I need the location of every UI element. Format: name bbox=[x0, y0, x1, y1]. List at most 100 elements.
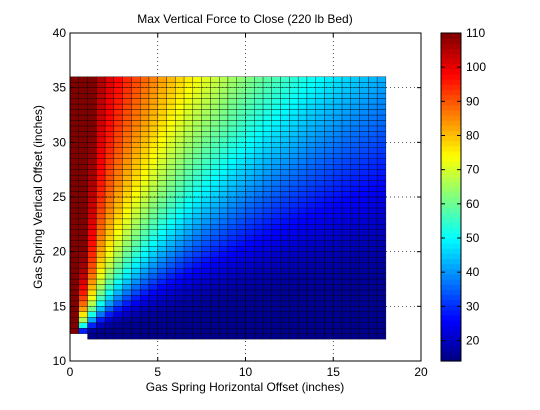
heatmap-cell bbox=[315, 174, 325, 181]
heatmap-cell bbox=[166, 333, 176, 340]
heatmap-cell bbox=[69, 328, 79, 334]
heatmap-cell bbox=[192, 256, 202, 263]
heatmap-cell bbox=[333, 333, 343, 340]
heatmap-cell bbox=[140, 300, 150, 307]
heatmap-cell bbox=[376, 158, 387, 165]
heatmap-cell bbox=[333, 246, 343, 252]
heatmap-cell bbox=[359, 158, 369, 165]
heatmap-cell bbox=[245, 180, 255, 187]
heatmap-cell bbox=[236, 317, 246, 323]
heatmap-cell bbox=[262, 235, 272, 241]
heatmap-cell bbox=[376, 147, 387, 154]
heatmap-cell bbox=[297, 76, 308, 83]
heatmap-cell bbox=[192, 147, 202, 154]
heatmap-cell bbox=[280, 82, 290, 88]
heatmap-cell bbox=[297, 284, 308, 291]
heatmap-cell bbox=[113, 235, 123, 241]
heatmap-cell bbox=[166, 169, 176, 176]
heatmap-cell bbox=[376, 235, 387, 241]
heatmap-cell bbox=[166, 300, 176, 307]
heatmap-cell bbox=[148, 229, 158, 236]
heatmap-cell bbox=[183, 311, 194, 318]
heatmap-cell bbox=[96, 158, 106, 165]
heatmap-cell bbox=[262, 317, 272, 323]
heatmap-cell bbox=[368, 82, 378, 88]
heatmap-cell bbox=[69, 300, 79, 307]
heatmap-cell bbox=[324, 256, 334, 263]
heatmap-cell bbox=[359, 169, 369, 176]
heatmap-cell bbox=[192, 202, 202, 209]
heatmap-cell bbox=[280, 306, 290, 312]
heatmap-cell bbox=[306, 174, 316, 181]
heatmap-cell bbox=[271, 174, 281, 181]
heatmap-cell bbox=[183, 218, 194, 225]
heatmap-cell bbox=[175, 262, 185, 269]
heatmap-cell bbox=[236, 251, 246, 258]
heatmap-cell bbox=[227, 153, 237, 159]
heatmap-cell bbox=[254, 229, 264, 236]
heatmap-cell bbox=[262, 114, 272, 121]
colorbar-band bbox=[441, 320, 461, 326]
heatmap-cell bbox=[376, 169, 387, 176]
heatmap-cell bbox=[140, 196, 150, 203]
heatmap-cell bbox=[131, 142, 141, 148]
heatmap-cell bbox=[201, 136, 211, 143]
heatmap-cell bbox=[166, 136, 176, 143]
heatmap-cell bbox=[368, 328, 378, 334]
heatmap-cell bbox=[341, 300, 351, 307]
heatmap-cell bbox=[289, 300, 299, 307]
heatmap-cell bbox=[87, 322, 97, 329]
heatmap-cell bbox=[157, 158, 167, 165]
heatmap-cell bbox=[271, 317, 281, 323]
heatmap-cell bbox=[113, 136, 123, 143]
heatmap-cell bbox=[262, 322, 272, 329]
heatmap-cell bbox=[87, 273, 97, 280]
heatmap-cell bbox=[341, 158, 351, 165]
heatmap-cell bbox=[166, 153, 176, 159]
heatmap-cell bbox=[289, 311, 299, 318]
heatmap-cell bbox=[148, 114, 158, 121]
heatmap-cell bbox=[324, 240, 334, 247]
heatmap-cell bbox=[333, 322, 343, 329]
heatmap-cell bbox=[324, 246, 334, 252]
colorbar-band bbox=[441, 258, 461, 265]
heatmap-cell bbox=[201, 142, 211, 148]
heatmap-cell bbox=[289, 185, 299, 192]
heatmap-cell bbox=[289, 164, 299, 170]
heatmap-cell bbox=[350, 246, 360, 252]
heatmap-cell bbox=[140, 224, 150, 230]
heatmap-cell bbox=[350, 120, 360, 127]
heatmap-cell bbox=[236, 185, 246, 192]
heatmap-cell bbox=[359, 295, 369, 302]
heatmap-cell bbox=[166, 284, 176, 291]
heatmap-cell bbox=[201, 333, 211, 340]
heatmap-cell bbox=[87, 174, 97, 181]
heatmap-cell bbox=[201, 114, 211, 121]
heatmap-cell bbox=[359, 278, 369, 285]
heatmap-cell bbox=[324, 278, 334, 285]
heatmap-cell bbox=[148, 317, 158, 323]
heatmap-cell bbox=[157, 289, 167, 296]
heatmap-cell bbox=[104, 300, 115, 307]
colorbar bbox=[440, 32, 462, 362]
heatmap-cell bbox=[376, 196, 387, 203]
heatmap-cell bbox=[78, 207, 88, 214]
heatmap-cell bbox=[175, 92, 185, 99]
colorbar-band bbox=[441, 355, 461, 362]
heatmap-cell bbox=[306, 218, 316, 225]
heatmap-cell bbox=[289, 169, 299, 176]
heatmap-cell bbox=[350, 103, 360, 110]
heatmap-cell bbox=[157, 284, 167, 291]
heatmap-cell bbox=[245, 317, 255, 323]
heatmap-cell bbox=[192, 295, 202, 302]
heatmap-cell bbox=[245, 251, 255, 258]
heatmap-cell bbox=[368, 246, 378, 252]
heatmap-cell bbox=[104, 98, 115, 105]
heatmap-cell bbox=[341, 174, 351, 181]
heatmap-cell bbox=[210, 169, 220, 176]
heatmap-cell bbox=[324, 251, 334, 258]
heatmap-cell bbox=[218, 136, 229, 143]
heatmap-cell bbox=[297, 251, 308, 258]
heatmap-cell bbox=[271, 246, 281, 252]
heatmap-cell bbox=[104, 322, 115, 329]
